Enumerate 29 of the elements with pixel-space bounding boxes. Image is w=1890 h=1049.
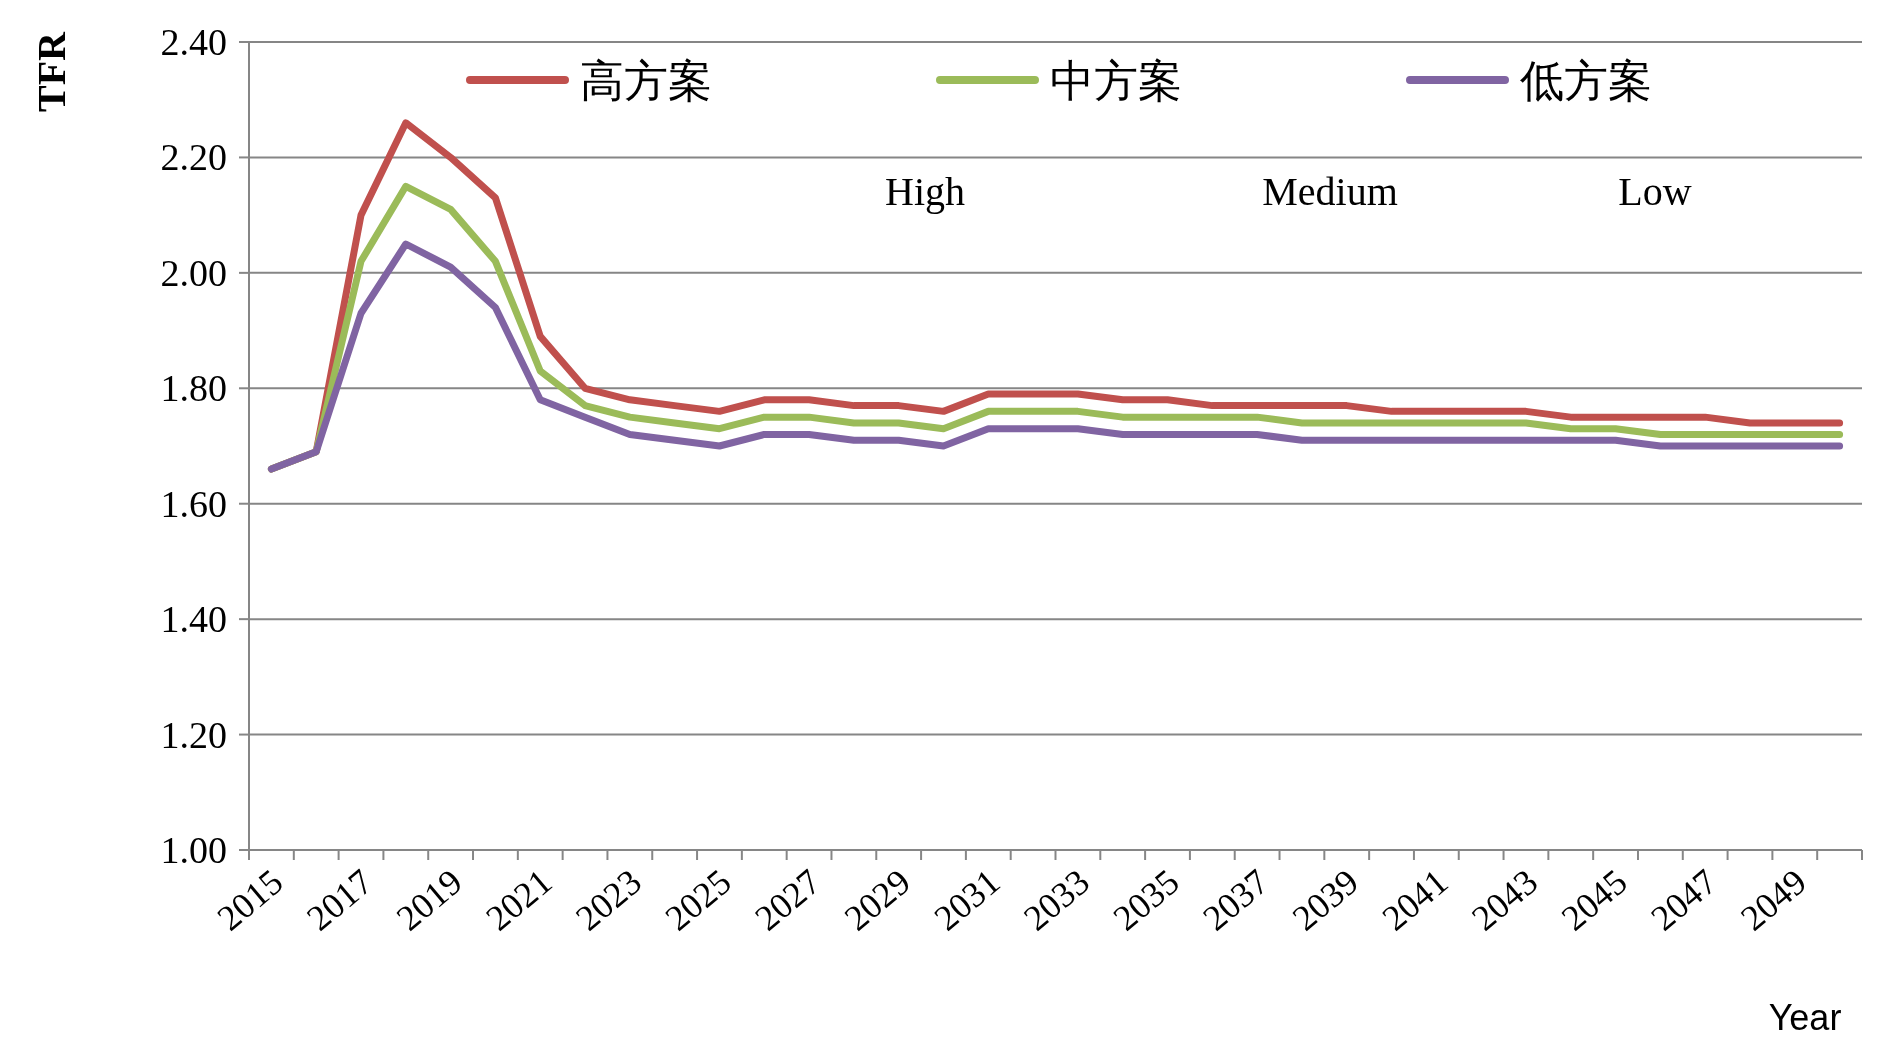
x-tick-label: 2039 [1285, 861, 1366, 939]
x-tick-label: 2041 [1374, 861, 1456, 939]
y-tick-label: 2.00 [160, 251, 227, 294]
y-axis-title: TFR [29, 30, 74, 112]
x-tick-label: 2035 [1105, 861, 1187, 939]
y-tick-label: 1.60 [160, 482, 227, 525]
y-tick-label: 1.00 [160, 829, 227, 871]
y-tick-label: 1.80 [160, 367, 227, 410]
legend-label: 高方案 [580, 56, 712, 105]
legend-label: 中方案 [1050, 56, 1182, 105]
annotation: Low [1618, 169, 1692, 214]
x-tick-label: 2049 [1733, 861, 1814, 939]
y-tick-label: 2.20 [160, 136, 227, 179]
x-tick-label: 2023 [568, 861, 649, 939]
annotation: High [885, 169, 965, 214]
y-tick-label: 1.40 [160, 598, 227, 641]
x-tick-label: 2021 [478, 861, 560, 939]
y-tick-label: 1.20 [160, 713, 227, 756]
x-tick-label: 2019 [388, 861, 470, 939]
x-tick-label: 2043 [1464, 861, 1546, 939]
x-tick-label: 2031 [926, 861, 1008, 939]
x-tick-label: 2033 [1016, 861, 1098, 939]
x-tick-label: 2029 [836, 861, 918, 939]
legend-label: 低方案 [1520, 56, 1652, 105]
x-tick-label: 2025 [657, 861, 739, 939]
annotation: Medium [1262, 169, 1398, 214]
y-tick-label: 2.40 [160, 21, 227, 63]
x-tick-label: 2045 [1553, 861, 1635, 939]
x-axis-title: Year [1768, 997, 1842, 1038]
